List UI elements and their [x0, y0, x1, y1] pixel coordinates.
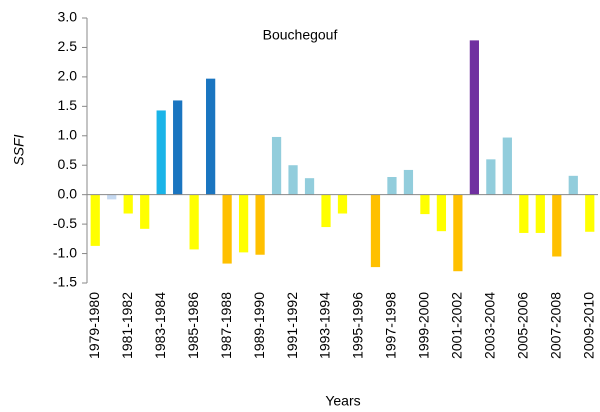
x-tick-label: 1995-1996	[350, 292, 366, 359]
bar	[255, 194, 265, 255]
x-tick-label: 2009-2010	[580, 292, 596, 359]
x-axis-label: Years	[325, 393, 360, 409]
bar	[552, 194, 562, 257]
bar	[238, 194, 249, 253]
bar	[436, 194, 447, 232]
x-tick-label: 1991-1992	[284, 292, 300, 359]
x-tick-label: 1993-1994	[317, 292, 333, 359]
bar	[173, 100, 183, 195]
x-tick-label: 1999-2000	[416, 292, 432, 359]
y-tick-label: 0.0	[58, 185, 78, 201]
bar	[321, 194, 331, 228]
bar	[453, 194, 463, 272]
x-tick-label: 2001-2002	[449, 292, 465, 359]
bar	[502, 137, 512, 195]
x-tick-label: 1979-1980	[86, 292, 102, 359]
bar	[420, 194, 430, 215]
y-tick-label: -0.5	[53, 215, 77, 231]
x-tick-label: 2003-2004	[482, 292, 498, 359]
bar	[288, 165, 298, 195]
y-axis-label: SSFI	[11, 134, 27, 165]
x-tick-label: 1985-1986	[185, 292, 201, 359]
bar	[585, 194, 595, 232]
bar	[370, 194, 381, 268]
x-tick-label: 2005-2006	[515, 292, 531, 359]
bar	[107, 194, 117, 200]
y-tick-label: 1.0	[58, 126, 78, 142]
bar	[304, 178, 315, 195]
y-tick-label: 2.5	[58, 38, 78, 54]
bar	[535, 194, 545, 233]
bar	[222, 194, 232, 264]
x-tick-label: 1981-1982	[119, 292, 135, 359]
bar	[519, 194, 529, 233]
bar	[156, 110, 166, 195]
x-tick-label: 1989-1990	[251, 292, 267, 359]
bar	[189, 194, 199, 250]
bar	[486, 159, 496, 195]
y-tick-label: 1.5	[58, 97, 78, 113]
y-tick-label: -1.5	[53, 274, 77, 290]
x-tick-label: 1983-1984	[152, 292, 168, 359]
x-tick-label: 1987-1988	[218, 292, 234, 359]
y-tick-label: 3.0	[58, 9, 78, 25]
x-tick-label: 1997-1998	[383, 292, 399, 359]
bar	[387, 177, 397, 195]
x-tick-label: 2007-2008	[547, 292, 563, 359]
bar	[469, 40, 479, 195]
bar	[90, 194, 100, 246]
bar	[337, 194, 348, 214]
bar	[271, 136, 282, 195]
bar	[206, 78, 216, 195]
bar	[123, 194, 133, 214]
bar	[140, 194, 150, 229]
bar	[568, 175, 578, 195]
bar	[403, 169, 414, 195]
y-tick-label: 2.0	[58, 68, 78, 84]
y-tick-label: -1.0	[53, 244, 77, 260]
y-tick-label: 0.5	[58, 156, 78, 172]
annotation: Bouchegouf	[263, 27, 338, 43]
